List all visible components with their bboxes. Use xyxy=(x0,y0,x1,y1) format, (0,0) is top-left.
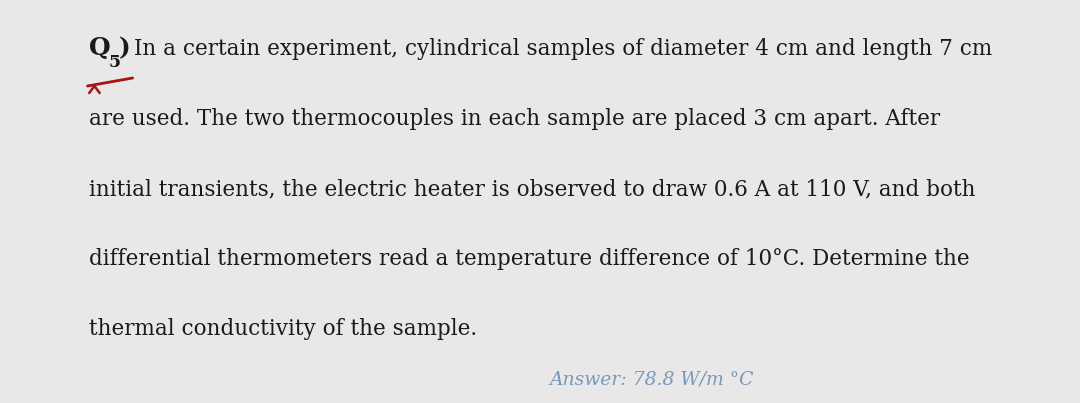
Text: thermal conductivity of the sample.: thermal conductivity of the sample. xyxy=(90,318,477,340)
Text: ): ) xyxy=(119,36,131,60)
Text: differential thermometers read a temperature difference of 10°C. Determine the: differential thermometers read a tempera… xyxy=(90,248,970,270)
Text: Answer: 78.8 W/m °C: Answer: 78.8 W/m °C xyxy=(550,371,754,389)
Text: are used. The two thermocouples in each sample are placed 3 cm apart. After: are used. The two thermocouples in each … xyxy=(90,108,941,130)
Text: Q: Q xyxy=(90,36,111,60)
Text: 5: 5 xyxy=(108,54,121,71)
Text: initial transients, the electric heater is observed to draw 0.6 A at 110 V, and : initial transients, the electric heater … xyxy=(90,178,975,200)
Text: In a certain experiment, cylindrical samples of diameter 4 cm and length 7 cm: In a certain experiment, cylindrical sam… xyxy=(134,38,993,60)
